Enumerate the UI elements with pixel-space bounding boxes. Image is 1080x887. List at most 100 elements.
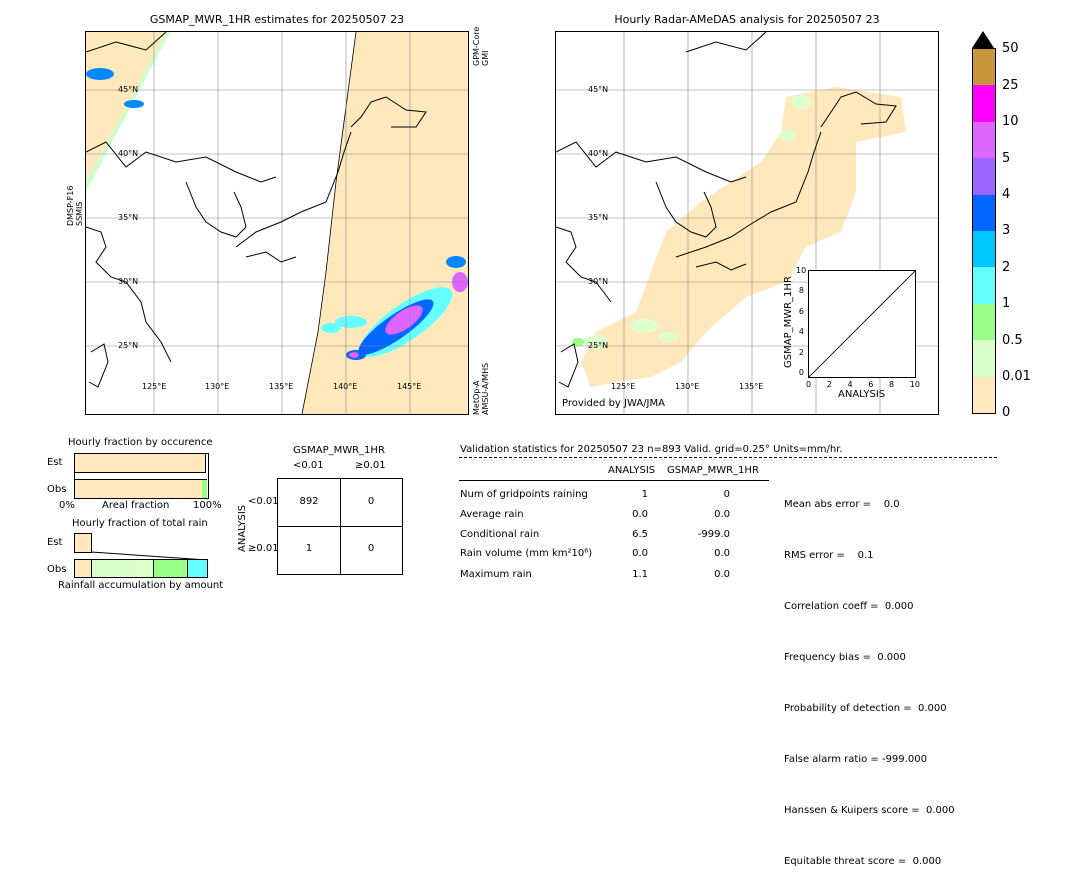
validation-row-analysis: 1	[641, 489, 648, 500]
colorbar-label: 50	[1002, 41, 1019, 56]
occurrence-title: Hourly fraction by occurence	[68, 437, 213, 448]
contingency-row-header: <0.01	[248, 496, 279, 507]
occurrence-axis-left: 0%	[59, 500, 75, 511]
validation-scores: Mean abs error = 0.0 RMS error = 0.1 Cor…	[784, 462, 955, 887]
validation-row-label: Rain volume (mm km²10⁶)	[460, 548, 593, 559]
lon-label: 125°E	[142, 382, 167, 391]
total-rain-row-obs: Obs	[47, 564, 67, 575]
occurrence-bar-obs-rain	[202, 479, 207, 498]
lat-label: 30°N	[118, 277, 139, 286]
lon-label: 130°E	[205, 382, 230, 391]
y-tick: 0	[798, 368, 804, 378]
credit-text: Provided by JWA/JMA	[562, 398, 665, 409]
colorbar-segment	[973, 49, 995, 86]
colorbar-segment	[973, 121, 995, 159]
total-rain-row-est: Est	[47, 537, 63, 548]
occurrence-row-est: Est	[47, 457, 63, 468]
lat-label: 35°N	[588, 213, 609, 222]
scatter-ylabel: GSMAP_MWR_1HR	[783, 276, 794, 368]
scatter-inset	[808, 270, 916, 378]
colorbar-segment	[973, 85, 995, 122]
scatter-y-ticks: 10 8 6 4 2 0	[796, 266, 807, 378]
total-rain-connector	[90, 551, 208, 561]
y-tick: 4	[798, 327, 804, 337]
colorbar-label: 0.01	[1002, 369, 1031, 384]
rain-blob	[124, 100, 144, 108]
occurrence-bar-obs	[75, 479, 202, 498]
validation-row-gsmap: 0.0	[714, 509, 730, 520]
colorbar-segment	[973, 376, 995, 413]
lat-label: 30°N	[588, 277, 609, 286]
total-rain-seg	[91, 559, 154, 578]
contingency-row-header: ≥0.01	[248, 543, 279, 554]
lat-label: 35°N	[118, 213, 139, 222]
diagonal-line	[808, 270, 916, 378]
total-rain-title: Hourly fraction of total rain	[72, 518, 208, 529]
y-tick: 8	[798, 286, 804, 296]
score-line: Probability of detection = 0.000	[784, 703, 947, 714]
occurrence-chart	[74, 453, 209, 499]
validation-row-gsmap: -999.0	[697, 529, 730, 540]
colorbar-segment	[973, 340, 995, 377]
validation-row-analysis: 0.0	[632, 509, 648, 520]
lon-label: 140°E	[333, 382, 358, 391]
lat-label: 25°N	[118, 341, 139, 350]
score-line: Correlation coeff = 0.000	[784, 601, 914, 612]
colorbar-label: 10	[1002, 114, 1019, 129]
contingency-row-axis: ANALYSIS	[237, 504, 248, 552]
lon-label: 135°E	[739, 382, 764, 391]
coastlines	[86, 32, 427, 388]
radar-coverage	[581, 87, 906, 387]
x-tick: 6	[868, 380, 874, 389]
validation-divider	[459, 457, 997, 458]
validation-row-gsmap: 0.0	[714, 548, 730, 559]
lon-label: 135°E	[269, 382, 294, 391]
score-line: RMS error = 0.1	[784, 550, 874, 561]
lon-label: 125°E	[611, 382, 636, 391]
colorbar-label: 3	[1002, 223, 1011, 238]
contingency-col-header: ≥0.01	[355, 460, 386, 471]
total-rain-seg	[187, 559, 208, 578]
contingency-cell: 892	[299, 496, 319, 507]
x-tick: 4	[847, 380, 853, 389]
left-map	[85, 31, 469, 415]
validation-row-gsmap: 0.0	[714, 569, 730, 580]
validation-col-analysis: ANALYSIS	[608, 465, 656, 476]
radar-rain	[572, 338, 584, 346]
rain-band	[321, 256, 468, 360]
contingency-cell: 0	[367, 496, 375, 507]
rain-blob	[86, 68, 114, 80]
swath-east	[302, 32, 468, 414]
contingency-title: GSMAP_MWR_1HR	[293, 445, 385, 456]
score-line: False alarm ratio = -999.000	[784, 754, 927, 765]
colorbar-label: 0	[1002, 405, 1011, 420]
colorbar-extend-arrow	[972, 31, 994, 48]
swath-edge	[86, 32, 170, 192]
contingency-col-header: <0.01	[293, 460, 324, 471]
total-rain-bar-est	[74, 533, 92, 553]
validation-row-label: Conditional rain	[460, 529, 540, 540]
swath-boundary	[301, 32, 357, 414]
score-line: Hanssen & Kuipers score = 0.000	[784, 805, 955, 816]
colorbar-segment	[973, 194, 995, 231]
occurrence-bar-est	[75, 454, 206, 473]
y-tick: 10	[796, 266, 807, 275]
validation-row-analysis: 1.1	[632, 569, 648, 580]
validation-row-gsmap: 0	[723, 489, 730, 500]
left-map-canvas	[86, 32, 468, 414]
colorbar-label: 1	[1002, 296, 1011, 311]
total-rain-seg	[74, 559, 92, 578]
colorbar	[972, 48, 996, 414]
lat-label: 40°N	[118, 149, 139, 158]
lat-label: 45°N	[118, 85, 139, 94]
colorbar-label: 4	[1002, 187, 1011, 202]
colorbar-label: 0.5	[1002, 333, 1023, 348]
scatter-canvas	[808, 270, 916, 378]
y-tick: 2	[798, 347, 804, 357]
radar-light-rain	[584, 95, 811, 349]
score-line: Equitable threat score = 0.000	[784, 856, 942, 867]
colorbar-label: 2	[1002, 260, 1011, 275]
colorbar-label: 25	[1002, 78, 1019, 93]
right-map-title: Hourly Radar-AMeDAS analysis for 2025050…	[614, 13, 880, 26]
colorbar-segment	[973, 158, 995, 195]
